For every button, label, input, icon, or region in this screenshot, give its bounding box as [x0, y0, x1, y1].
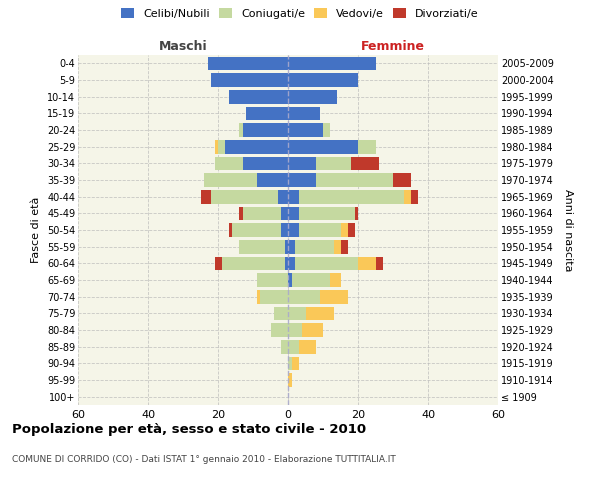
Bar	[393, 173, 410, 187]
Text: COMUNE DI CORRIDO (CO) - Dati ISTAT 1° gennaio 2010 - Elaborazione TUTTITALIA.IT: COMUNE DI CORRIDO (CO) - Dati ISTAT 1° g…	[12, 455, 396, 464]
Bar	[288, 106, 320, 120]
Bar	[288, 223, 299, 237]
Bar	[323, 123, 330, 137]
Text: Maschi: Maschi	[158, 40, 208, 52]
Bar	[288, 190, 299, 203]
Bar	[225, 140, 288, 153]
Bar	[271, 323, 288, 337]
Bar	[284, 240, 288, 254]
Bar	[239, 206, 242, 220]
Bar	[302, 323, 323, 337]
Bar	[215, 256, 221, 270]
Bar	[295, 240, 334, 254]
Text: Popolazione per età, sesso e stato civile - 2010: Popolazione per età, sesso e stato civil…	[12, 422, 366, 436]
Bar	[288, 123, 323, 137]
Bar	[260, 290, 288, 304]
Bar	[229, 90, 288, 104]
Y-axis label: Anni di nascita: Anni di nascita	[563, 188, 573, 271]
Bar	[215, 156, 242, 170]
Bar	[239, 240, 284, 254]
Bar	[288, 256, 295, 270]
Bar	[341, 240, 347, 254]
Bar	[376, 256, 383, 270]
Bar	[316, 173, 393, 187]
Bar	[281, 206, 288, 220]
Bar	[288, 340, 299, 353]
Bar	[347, 223, 355, 237]
Bar	[288, 73, 358, 87]
Bar	[257, 290, 260, 304]
Bar	[246, 106, 288, 120]
Bar	[288, 56, 376, 70]
Bar	[292, 273, 330, 287]
Bar	[284, 256, 288, 270]
Bar	[232, 223, 281, 237]
Bar	[299, 206, 355, 220]
Bar	[288, 156, 316, 170]
Bar	[200, 190, 211, 203]
Bar	[281, 340, 288, 353]
Bar	[257, 173, 288, 187]
Bar	[257, 273, 288, 287]
Bar	[320, 290, 347, 304]
Bar	[288, 90, 337, 104]
Bar	[404, 190, 410, 203]
Bar	[221, 256, 284, 270]
Bar	[410, 190, 418, 203]
Bar	[288, 206, 299, 220]
Bar	[242, 156, 288, 170]
Bar	[208, 56, 288, 70]
Bar	[274, 306, 288, 320]
Bar	[288, 323, 302, 337]
Bar	[358, 256, 376, 270]
Bar	[229, 223, 232, 237]
Bar	[204, 173, 257, 187]
Bar	[355, 206, 358, 220]
Bar	[288, 240, 295, 254]
Bar	[218, 140, 225, 153]
Bar	[351, 156, 379, 170]
Bar	[288, 290, 320, 304]
Bar	[215, 140, 218, 153]
Bar	[358, 140, 376, 153]
Bar	[281, 223, 288, 237]
Text: Femmine: Femmine	[361, 40, 425, 52]
Bar	[292, 356, 299, 370]
Bar	[295, 256, 358, 270]
Bar	[239, 123, 242, 137]
Bar	[316, 156, 351, 170]
Bar	[242, 123, 288, 137]
Bar	[288, 273, 292, 287]
Bar	[242, 206, 281, 220]
Bar	[288, 373, 292, 387]
Bar	[211, 73, 288, 87]
Bar	[211, 190, 277, 203]
Bar	[288, 173, 316, 187]
Bar	[299, 340, 316, 353]
Bar	[330, 273, 341, 287]
Y-axis label: Fasce di età: Fasce di età	[31, 197, 41, 263]
Legend: Celibi/Nubili, Coniugati/e, Vedovi/e, Divorziati/e: Celibi/Nubili, Coniugati/e, Vedovi/e, Di…	[119, 6, 481, 21]
Bar	[288, 140, 358, 153]
Bar	[334, 240, 341, 254]
Bar	[305, 306, 334, 320]
Bar	[288, 306, 305, 320]
Bar	[288, 356, 292, 370]
Bar	[277, 190, 288, 203]
Bar	[299, 190, 404, 203]
Bar	[299, 223, 341, 237]
Bar	[341, 223, 347, 237]
